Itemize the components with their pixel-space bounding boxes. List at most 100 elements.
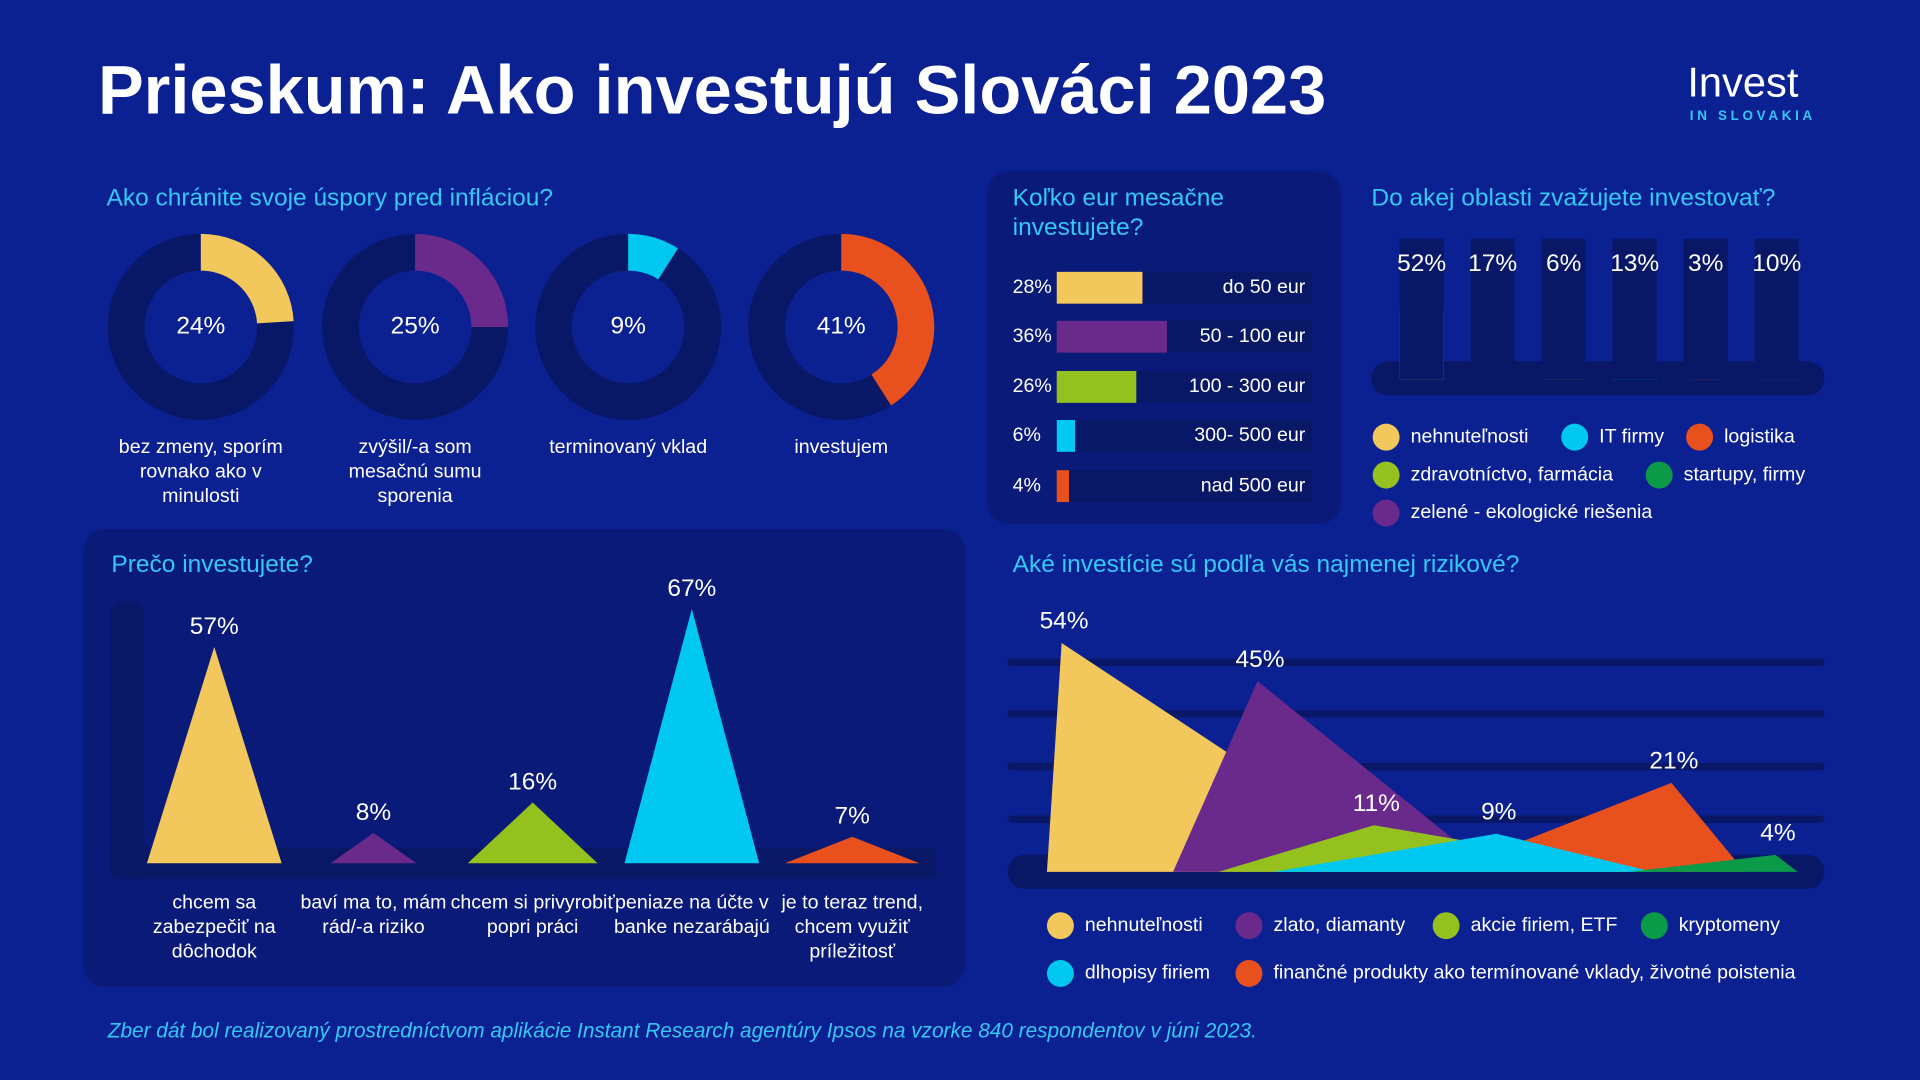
triangle — [624, 608, 760, 864]
legend-label: dlhopisy firiem — [1085, 962, 1210, 984]
chart-title: Ako chránite svoje úspory pred infláciou… — [106, 184, 554, 212]
category-label: 300- 500 eur — [1194, 424, 1306, 446]
column-track — [1754, 238, 1799, 380]
column-track — [1399, 238, 1444, 380]
value-label: 4% — [1013, 474, 1041, 496]
value-label: 24% — [176, 312, 225, 339]
category-label: nad 500 eur — [1201, 474, 1306, 496]
category-label: terminovaný vklad — [549, 437, 708, 458]
donut-arc — [840, 233, 935, 406]
value-label: 6% — [1013, 424, 1041, 446]
value-label: 57% — [190, 613, 239, 640]
logo-wordmark: Invest — [1687, 59, 1798, 106]
legend-swatch — [1432, 912, 1460, 940]
value-label: 6% — [1546, 250, 1581, 277]
triangle — [784, 836, 920, 864]
legend-label: nehnuteľnosti — [1411, 425, 1529, 447]
value-label: 25% — [391, 312, 440, 339]
legend-label: kryptomeny — [1679, 914, 1780, 936]
category-label: investujem — [794, 437, 889, 458]
legend-swatch — [1686, 423, 1714, 451]
chart-title: Do akej oblasti zvažujete investovať? — [1371, 184, 1776, 212]
legend-swatch — [1235, 912, 1263, 940]
donut-arc — [627, 233, 679, 280]
value-label: 10% — [1752, 250, 1801, 277]
column-track — [1683, 238, 1728, 380]
legend-swatch — [1561, 423, 1589, 451]
legend-swatch — [1235, 960, 1263, 987]
bar — [1056, 371, 1137, 403]
value-label: 54% — [1040, 608, 1089, 635]
category-label: chcem si privyrobiť popri práci — [450, 892, 615, 938]
bar-track — [1056, 420, 1313, 452]
chart-title: Prečo investujete? — [111, 551, 313, 578]
page-title: Prieskum: Ako investujú Slováci 2023 — [98, 52, 1326, 129]
legend-label: akcie firiem, ETF — [1471, 914, 1618, 936]
category-label: chcem si privyrobiť popri práci — [450, 892, 615, 938]
category-label: 100 - 300 eur — [1189, 375, 1306, 397]
donut-arc — [200, 233, 294, 325]
triangle — [330, 832, 417, 864]
category-label: do 50 eur — [1223, 276, 1306, 298]
legend-swatch — [1372, 461, 1400, 489]
category-label: zvýšil/-a som mesačnú sumu sporenia — [348, 437, 482, 507]
legend-label: zdravotníctvo, farmácia — [1411, 463, 1613, 485]
value-label: 28% — [1013, 276, 1052, 298]
chart-title: Do akej oblasti zvažujete investovať? — [1371, 184, 1776, 212]
legend-label: zlato, diamanty — [1273, 914, 1405, 936]
legend-swatch — [1372, 423, 1400, 451]
chart-title: Ako chránite svoje úspory pred infláciou… — [106, 184, 554, 212]
triangle — [146, 646, 282, 864]
legend-swatch — [1046, 912, 1074, 940]
value-label: 4% — [1760, 820, 1795, 847]
chart-title: Koľko eur mesačne investujete? — [1012, 184, 1224, 242]
category-label: je to teraz trend, chcem využiť príležit… — [781, 892, 924, 963]
value-label: 36% — [1013, 325, 1052, 347]
category-label: je to teraz trend, chcem využiť príležit… — [781, 892, 924, 963]
column-track — [1541, 238, 1586, 380]
legend-swatch — [1640, 912, 1668, 940]
category-label: peniaze na účte v banke nezarábajú — [613, 892, 770, 938]
value-label: 41% — [817, 312, 866, 339]
category-label: zvýšil/-a som mesačnú sumu sporenia — [348, 437, 482, 507]
footnote: Zber dát bol realizovaný prostredníctvom… — [107, 1020, 1257, 1043]
value-label: 3% — [1688, 250, 1723, 277]
column-track — [1612, 238, 1657, 380]
category-label: baví ma to, mám rád/-a riziko — [301, 893, 447, 938]
bar — [1056, 320, 1167, 353]
logo-tagline: IN SLOVAKIA — [1690, 108, 1816, 123]
legend-swatch — [1372, 499, 1400, 527]
category-label: 50 - 100 eur — [1200, 325, 1306, 347]
category-label: chcem sa zabezpečiť na dôchodok — [152, 892, 276, 963]
chart-title: Aké investície sú podľa vás najmenej riz… — [1012, 551, 1520, 578]
value-label: 67% — [667, 575, 716, 602]
legend-label: logistika — [1724, 425, 1795, 447]
bar — [1056, 271, 1143, 304]
bar-track — [1056, 470, 1313, 503]
column-track — [1470, 238, 1515, 380]
chart-title: Koľko eur mesačne investujete? — [1012, 184, 1224, 242]
value-label: 16% — [508, 768, 557, 795]
legend-swatch — [1046, 960, 1074, 987]
triangle — [467, 802, 598, 864]
value-label: 26% — [1013, 375, 1052, 397]
legend-label: finančné produkty ako termínované vklady… — [1273, 962, 1795, 984]
peak — [1173, 681, 1494, 872]
category-label: investujem — [794, 437, 889, 458]
peak — [1273, 833, 1654, 872]
category-label: chcem sa zabezpečiť na dôchodok — [152, 892, 276, 963]
category-label: bez zmeny, sporím rovnako ako v minulost… — [118, 437, 283, 507]
bar — [1056, 420, 1076, 452]
category-label: peniaze na účte v banke nezarábajú — [613, 892, 770, 938]
donut-arc — [414, 233, 509, 328]
value-label: 11% — [1353, 790, 1400, 817]
legend-label: nehnuteľnosti — [1085, 914, 1203, 936]
peak — [1628, 854, 1798, 872]
category-label: bez zmeny, sporím rovnako ako v minulost… — [118, 437, 283, 507]
legend-label: zelené - ekologické riešenia — [1411, 501, 1653, 523]
legend-label: startupy, firmy — [1684, 463, 1806, 485]
value-label: 8% — [356, 799, 391, 826]
chart-title: Prečo investujete? — [111, 551, 313, 578]
category-label: terminovaný vklad — [549, 437, 708, 458]
value-label: 13% — [1610, 250, 1659, 277]
